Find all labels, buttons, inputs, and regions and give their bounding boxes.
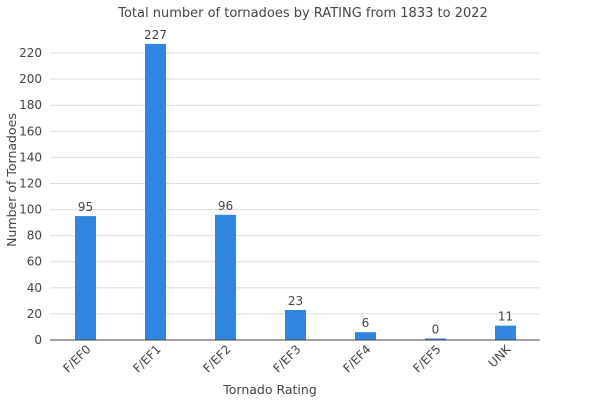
y-tick-label: 160 xyxy=(19,124,42,138)
y-tick-label: 120 xyxy=(19,176,42,190)
x-axis-title: Tornado Rating xyxy=(222,382,317,397)
y-tick-label: 0 xyxy=(34,333,42,347)
data-label: 95 xyxy=(78,200,93,214)
bars xyxy=(75,43,516,340)
y-tick-label: 20 xyxy=(27,307,42,321)
data-label: 6 xyxy=(362,316,370,330)
gridlines xyxy=(50,52,540,315)
bar-f-ef3 xyxy=(285,310,306,340)
bar-f-ef1 xyxy=(145,43,166,340)
y-tick-label: 40 xyxy=(27,281,42,295)
bar-f-ef2 xyxy=(215,214,236,340)
y-tick-label: 180 xyxy=(19,98,42,112)
data-labels: 95 227 96 23 6 0 11 xyxy=(78,28,513,337)
y-tick-label: 140 xyxy=(19,150,42,164)
data-label: 227 xyxy=(144,28,167,42)
data-label: 0 xyxy=(432,323,440,337)
y-tick-label: 100 xyxy=(19,203,42,217)
x-tick-label: F/EF1 xyxy=(130,342,163,375)
data-label: 11 xyxy=(498,310,513,324)
x-tick-label: F/EF0 xyxy=(60,342,93,375)
x-axis-ticks: F/EF0 F/EF1 F/EF2 F/EF3 F/EF4 F/EF5 UNK xyxy=(60,341,514,375)
bar-unk xyxy=(495,325,516,340)
data-label: 23 xyxy=(288,294,303,308)
y-tick-label: 60 xyxy=(27,255,42,269)
y-tick-label: 220 xyxy=(19,46,42,60)
bar-f-ef5 xyxy=(425,338,446,340)
x-tick-label: UNK xyxy=(486,341,515,370)
bar-f-ef4 xyxy=(355,332,376,340)
x-tick-label: F/EF2 xyxy=(200,342,233,375)
x-tick-label: F/EF3 xyxy=(270,342,303,375)
y-axis-ticks: 0 20 40 60 80 100 120 140 160 180 200 220 xyxy=(19,46,42,347)
x-tick-label: F/EF4 xyxy=(340,342,373,375)
bar-f-ef0 xyxy=(75,216,96,340)
y-tick-label: 80 xyxy=(27,229,42,243)
data-label: 96 xyxy=(218,199,233,213)
y-tick-label: 200 xyxy=(19,72,42,86)
chart-title: Total number of tornadoes by RATING from… xyxy=(117,6,488,21)
x-tick-label: F/EF5 xyxy=(410,342,443,375)
y-axis-title: Number of Tornadoes xyxy=(4,113,19,247)
